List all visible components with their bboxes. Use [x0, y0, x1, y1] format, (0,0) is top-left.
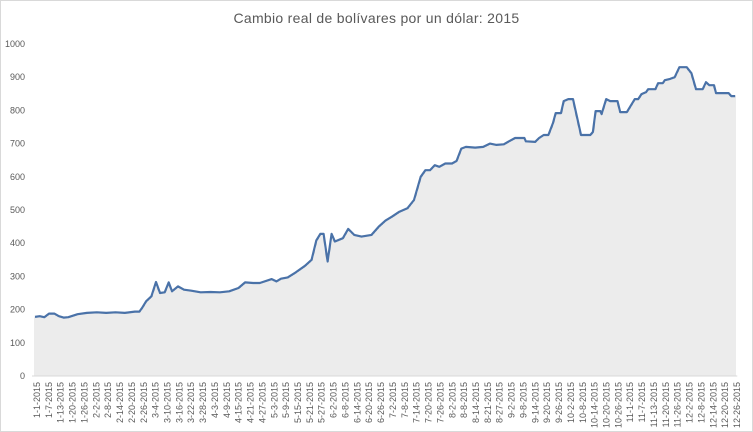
x-tick-label: 2-8-2015 — [103, 382, 113, 418]
x-tick-label: 9-14-2015 — [530, 382, 540, 423]
y-tick-label: 800 — [10, 105, 25, 115]
x-tick-label: 10-20-2015 — [602, 382, 612, 428]
x-tick-label: 4-15-2015 — [234, 382, 244, 423]
x-tick-label: 8-21-2015 — [483, 382, 493, 423]
x-tick-label: 2-26-2015 — [139, 382, 149, 423]
x-tick-label: 11-20-2015 — [661, 382, 671, 427]
x-tick-label: 12-20-2015 — [720, 382, 730, 428]
x-tick-label: 7-14-2015 — [412, 382, 422, 423]
x-tick-label: 5-9-2015 — [281, 382, 291, 418]
x-tick-label: 1-26-2015 — [80, 382, 90, 423]
x-tick-label: 6-26-2015 — [376, 382, 386, 423]
x-tick-label: 10-26-2015 — [613, 382, 623, 428]
x-tick-label: 1-20-2015 — [68, 382, 78, 423]
x-tick-label: 5-15-2015 — [293, 382, 303, 423]
x-tick-label: 7-20-2015 — [424, 382, 434, 423]
x-tick-label: 9-26-2015 — [554, 382, 564, 423]
x-tick-label: 7-26-2015 — [435, 382, 445, 423]
x-tick-label: 9-2-2015 — [507, 382, 517, 418]
x-tick-label: 12-14-2015 — [708, 382, 718, 428]
x-tick-label: 8-14-2015 — [471, 382, 481, 423]
x-tick-label: 11-26-2015 — [673, 382, 683, 427]
data-line — [34, 66, 736, 319]
x-tick-label: 12-2-2015 — [685, 382, 695, 423]
chart-title: Cambio real de bolívares por un dólar: 2… — [233, 10, 520, 26]
y-tick-label: 700 — [10, 139, 25, 149]
x-tick-label: 4-3-2015 — [210, 382, 220, 418]
x-tick-label: 4-21-2015 — [246, 382, 256, 423]
x-tick-label: 8-2-2015 — [447, 382, 457, 418]
y-tick-label: 600 — [10, 172, 25, 182]
x-tick-label: 3-22-2015 — [186, 382, 196, 423]
drop-lines — [34, 67, 736, 376]
x-tick-label: 3-28-2015 — [198, 382, 208, 423]
x-tick-label: 6-2-2015 — [329, 382, 339, 418]
x-tick-label: 12-8-2015 — [696, 382, 706, 423]
x-tick-label: 2-14-2015 — [115, 382, 125, 423]
x-tick-label: 1-1-2015 — [32, 382, 42, 418]
x-tick-label: 11-1-2015 — [625, 382, 635, 422]
x-tick-label: 6-20-2015 — [364, 382, 374, 423]
x-tick-label: 5-3-2015 — [269, 382, 279, 418]
x-tick-label: 11-13-2015 — [649, 382, 659, 427]
x-tick-label: 9-20-2015 — [542, 382, 552, 423]
y-tick-label: 1000 — [5, 39, 25, 49]
x-tick-label: 10-2-2015 — [566, 382, 576, 423]
x-tick-label: 11-7-2015 — [637, 382, 647, 422]
y-axis: 0 100 200 300 400 500 600 700 800 900 1000 — [5, 39, 25, 381]
x-tick-label: 7-2-2015 — [388, 382, 398, 418]
x-tick-label: 3-4-2015 — [151, 382, 161, 418]
x-tick-label: 7-8-2015 — [400, 382, 410, 418]
x-tick-label: 5-27-2015 — [317, 382, 327, 423]
x-tick-label: 5-21-2015 — [305, 382, 315, 423]
x-tick-label: 1-7-2015 — [44, 382, 54, 418]
x-tick-label: 2-2-2015 — [91, 382, 101, 418]
x-tick-label: 2-20-2015 — [127, 382, 137, 423]
y-tick-label: 900 — [10, 72, 25, 82]
x-tick-label: 8-8-2015 — [459, 382, 469, 418]
x-axis: 1-1-2015 1-7-2015 1-13-2015 1-20-2015 1-26-2… — [32, 375, 742, 428]
x-tick-label: 1-13-2015 — [56, 382, 66, 423]
x-tick-label: 4-27-2015 — [257, 382, 267, 423]
y-tick-label: 100 — [10, 338, 25, 348]
x-tick-label: 6-14-2015 — [352, 382, 362, 423]
x-tick-label: 4-9-2015 — [222, 382, 232, 418]
y-tick-label: 0 — [20, 371, 25, 381]
y-tick-label: 200 — [10, 305, 25, 315]
x-tick-label: 3-10-2015 — [163, 382, 173, 423]
x-tick-label: 3-16-2015 — [174, 382, 184, 423]
x-tick-label: 9-8-2015 — [518, 382, 528, 418]
x-tick-label: 8-27-2015 — [495, 382, 505, 423]
y-tick-label: 500 — [10, 205, 25, 215]
y-tick-label: 300 — [10, 271, 25, 281]
x-tick-label: 6-8-2015 — [341, 382, 351, 418]
x-tick-label: 12-26-2015 — [732, 382, 742, 428]
x-tick-label: 10-14-2015 — [590, 382, 600, 428]
y-tick-label: 400 — [10, 238, 25, 248]
x-tick-label: 10-8-2015 — [578, 382, 588, 423]
